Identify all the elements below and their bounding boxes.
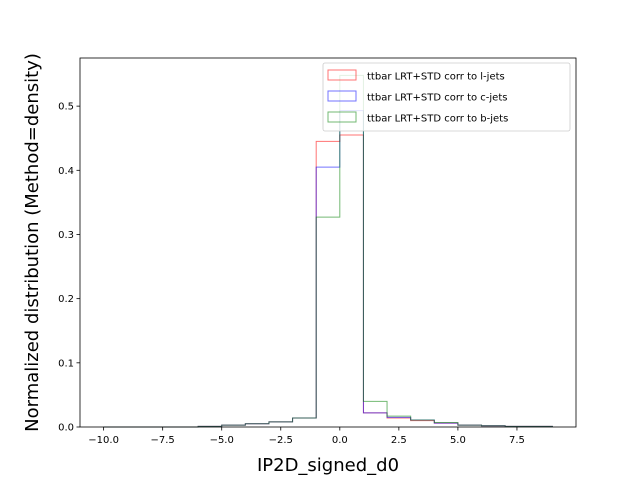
x-axis-label: IP2D_signed_d0 [257, 455, 399, 476]
plot-frame [79, 57, 577, 428]
x-tick-label: 5.0 [450, 435, 466, 446]
y-tick-label: 0.3 [58, 230, 74, 241]
x-tick-label: 7.5 [509, 435, 525, 446]
y-tick-label: 0.4 [58, 166, 74, 177]
legend-box [322, 62, 571, 132]
y-axis-label: Normalized distribution (Method=density) [22, 53, 43, 432]
legend-swatch [327, 69, 357, 81]
y-tick-label: 0.0 [58, 423, 74, 434]
y-tick-label: 0.5 [58, 102, 74, 113]
y-tick-label: 0.2 [58, 294, 74, 305]
x-tick-label: −2.5 [269, 435, 293, 446]
x-tick-label: −10.0 [88, 435, 119, 446]
x-tick-label: −5.0 [210, 435, 234, 446]
legend: ttbar LRT+STD corr to l-jets ttbar LRT+ST… [322, 62, 571, 132]
y-tick-label: 0.1 [58, 358, 74, 369]
legend-entry-label: ttbar LRT+STD corr to c-jets [367, 93, 507, 104]
x-tick-label: 2.5 [391, 435, 407, 446]
y-axis-ticks: 0.0 0.1 0.2 0.3 0.4 0.5 [58, 102, 80, 434]
x-axis-ticks: −10.0 −7.5 −5.0 −2.5 0.0 2.5 5.0 7.5 [88, 427, 525, 446]
legend-swatch [327, 90, 357, 102]
legend-entry-label: ttbar LRT+STD corr to l-jets [367, 72, 505, 83]
x-tick-label: 0.0 [332, 435, 348, 446]
legend-entry-label: ttbar LRT+STD corr to b-jets [367, 114, 508, 125]
x-tick-label: −7.5 [151, 435, 175, 446]
legend-swatch [327, 111, 357, 123]
